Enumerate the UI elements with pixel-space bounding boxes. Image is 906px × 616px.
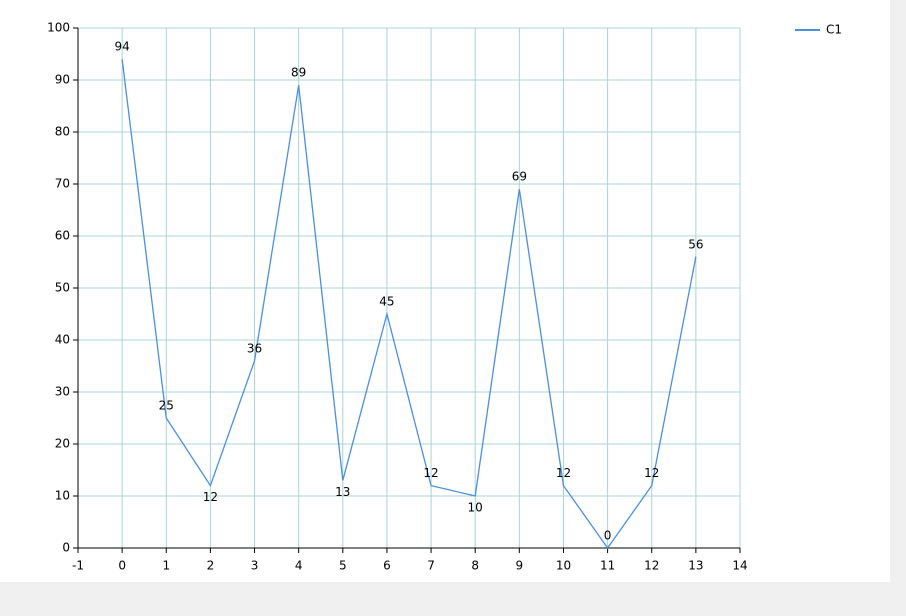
data-label: 10 xyxy=(468,501,483,515)
y-tick-label: 100 xyxy=(47,21,70,35)
data-label: 12 xyxy=(203,490,218,504)
y-tick-label: 30 xyxy=(55,385,70,399)
y-tick-label: 0 xyxy=(62,541,70,555)
data-label: 12 xyxy=(423,466,438,480)
x-tick-label: 1 xyxy=(162,559,170,573)
x-tick-label: 9 xyxy=(516,559,524,573)
data-label: 69 xyxy=(512,170,527,184)
x-tick-label: 7 xyxy=(427,559,435,573)
x-tick-label: 8 xyxy=(471,559,479,573)
data-label: 25 xyxy=(159,399,174,413)
x-tick-label: 3 xyxy=(251,559,259,573)
x-tick-label: 0 xyxy=(118,559,126,573)
x-tick-label: 10 xyxy=(556,559,571,573)
data-label: 89 xyxy=(291,66,306,80)
y-tick-label: 20 xyxy=(55,437,70,451)
data-label: 13 xyxy=(335,485,350,499)
x-tick-label: 12 xyxy=(644,559,659,573)
data-label: 36 xyxy=(247,341,262,355)
y-tick-label: 10 xyxy=(55,489,70,503)
y-tick-label: 80 xyxy=(55,125,70,139)
data-label: 12 xyxy=(644,466,659,480)
x-tick-label: -1 xyxy=(72,559,84,573)
y-tick-label: 50 xyxy=(55,281,70,295)
data-label: 56 xyxy=(688,237,703,251)
data-label: 94 xyxy=(114,40,129,54)
legend-label: C1 xyxy=(826,23,842,37)
y-tick-label: 40 xyxy=(55,333,70,347)
x-tick-label: 4 xyxy=(295,559,303,573)
x-tick-label: 14 xyxy=(732,559,747,573)
x-tick-label: 11 xyxy=(600,559,615,573)
data-label: 12 xyxy=(556,466,571,480)
y-tick-label: 90 xyxy=(55,73,70,87)
chart-panel xyxy=(0,0,890,582)
x-tick-label: 5 xyxy=(339,559,347,573)
series-line xyxy=(121,59,697,550)
y-tick-label: 70 xyxy=(55,177,70,191)
x-tick-label: 2 xyxy=(207,559,215,573)
y-tick-label: 60 xyxy=(55,229,70,243)
x-tick-label: 6 xyxy=(383,559,391,573)
data-label: 45 xyxy=(379,295,394,309)
x-tick-label: 13 xyxy=(688,559,703,573)
data-label: 0 xyxy=(604,529,612,543)
